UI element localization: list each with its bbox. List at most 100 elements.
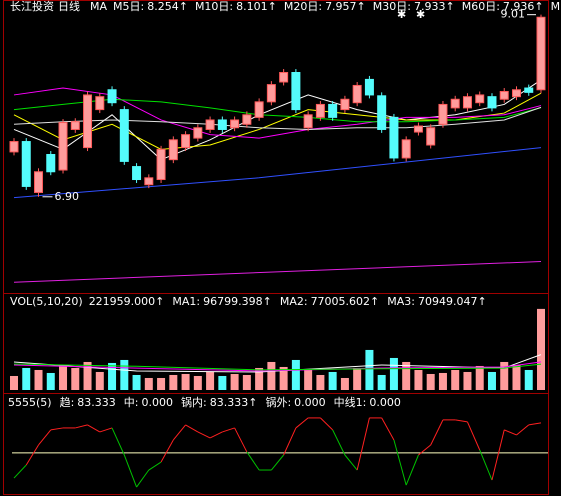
volume-bar bbox=[22, 367, 31, 390]
indicator-segment bbox=[136, 469, 150, 488]
indicator-segment bbox=[344, 454, 358, 471]
indicator-segment bbox=[123, 454, 138, 488]
candle-body bbox=[217, 119, 227, 130]
volume-bar bbox=[83, 361, 92, 390]
volume-bar bbox=[389, 357, 398, 390]
indicator-segment bbox=[99, 427, 113, 433]
ma-line bbox=[13, 92, 542, 150]
indicator-segment bbox=[516, 424, 530, 436]
indicator-segment bbox=[13, 464, 27, 479]
item-value: 0.000 bbox=[142, 396, 174, 409]
annotation-label: 9.01 bbox=[501, 8, 526, 21]
indicator-segment bbox=[430, 419, 444, 446]
item-value: 83.333↑ bbox=[210, 396, 258, 409]
indicator-segment bbox=[467, 421, 481, 451]
candle-body bbox=[83, 94, 93, 149]
candle-body bbox=[499, 90, 509, 100]
ma-line bbox=[13, 147, 542, 199]
volume-bar bbox=[144, 377, 153, 390]
indicator-segment bbox=[393, 439, 407, 486]
volume-bar bbox=[95, 371, 104, 390]
indicator-segment bbox=[246, 451, 260, 471]
candle-body bbox=[279, 72, 289, 83]
item-name: 中线1: bbox=[334, 395, 367, 409]
indicator-segment bbox=[75, 424, 88, 429]
marker-icon: ✱ bbox=[416, 8, 425, 21]
volume-bar bbox=[59, 364, 68, 390]
indicator-segment bbox=[87, 424, 101, 433]
indicator-segment bbox=[455, 419, 468, 423]
volume-bar bbox=[463, 371, 472, 390]
volume-bar bbox=[181, 373, 190, 390]
candle-body bbox=[46, 153, 56, 173]
volume-bar bbox=[255, 367, 264, 390]
indicator-segment bbox=[332, 429, 346, 456]
legend-value: 83.333 bbox=[77, 396, 116, 409]
candle-body bbox=[58, 122, 68, 171]
candle-body bbox=[230, 119, 240, 129]
volume-bar bbox=[500, 361, 509, 390]
candle-body bbox=[413, 125, 423, 133]
volume-bar bbox=[46, 372, 55, 390]
volume-bar bbox=[377, 374, 386, 390]
legend-name: M60日: bbox=[462, 0, 500, 13]
volume-bar bbox=[193, 375, 202, 390]
volume-bar bbox=[10, 375, 18, 390]
candle-body bbox=[462, 96, 472, 109]
indicator-segment bbox=[148, 461, 162, 471]
candle-body bbox=[9, 141, 19, 153]
volume-bar bbox=[487, 371, 496, 390]
volume-bar bbox=[132, 374, 141, 390]
indicator-segment bbox=[479, 449, 493, 481]
indicator-segment bbox=[172, 424, 186, 441]
candle-body bbox=[107, 89, 117, 104]
volume-bar bbox=[157, 377, 166, 390]
ma-line bbox=[13, 261, 542, 283]
volume-bar bbox=[316, 374, 325, 390]
candle-body bbox=[119, 109, 129, 162]
candle-body bbox=[242, 114, 252, 125]
legend-value: 96799.398↑ bbox=[203, 295, 272, 308]
marker-icon: ✱ bbox=[397, 8, 406, 21]
legend-name: M12 bbox=[551, 0, 561, 13]
volume-bar bbox=[426, 373, 435, 390]
candle-body bbox=[389, 116, 399, 159]
candle-body bbox=[156, 148, 166, 181]
legend-value: 8.101↑ bbox=[236, 0, 277, 13]
candle-body bbox=[364, 78, 374, 96]
volume-bar bbox=[512, 364, 521, 390]
legend-value: 221959.000↑ bbox=[89, 295, 165, 308]
indicator-segment bbox=[160, 439, 174, 463]
candle-body bbox=[291, 72, 301, 111]
indicator-segment bbox=[38, 429, 52, 446]
candle-body bbox=[132, 166, 142, 181]
indicator-segment bbox=[405, 454, 419, 486]
chart-title: VOL(5,10,20) bbox=[10, 295, 83, 308]
legend-name: M30日: bbox=[373, 0, 411, 13]
volume-bar bbox=[291, 359, 300, 390]
item-value: 0.000 bbox=[369, 396, 401, 409]
chart-title: 长江投资 bbox=[10, 0, 54, 13]
legend-name: MA2: bbox=[280, 295, 308, 308]
volume-bar bbox=[328, 371, 337, 390]
indicator-segment bbox=[295, 417, 309, 429]
volume-bar bbox=[353, 367, 362, 390]
volume-bar bbox=[365, 349, 374, 390]
ma-line bbox=[13, 98, 542, 123]
indicator-segment bbox=[234, 427, 248, 453]
indicator-segment bbox=[381, 417, 395, 441]
candle-body bbox=[328, 103, 338, 118]
indicator-segment bbox=[320, 417, 334, 431]
volume-bar bbox=[537, 308, 545, 390]
candle-body bbox=[511, 89, 521, 98]
indicator-segment bbox=[418, 444, 432, 456]
candle-body bbox=[438, 103, 448, 125]
candle-body bbox=[181, 134, 191, 149]
volume-bar bbox=[206, 371, 215, 390]
ma-line bbox=[13, 106, 542, 130]
volume-bar bbox=[451, 369, 460, 390]
candle-body bbox=[144, 177, 154, 186]
item-name: 锅外: bbox=[265, 396, 291, 409]
